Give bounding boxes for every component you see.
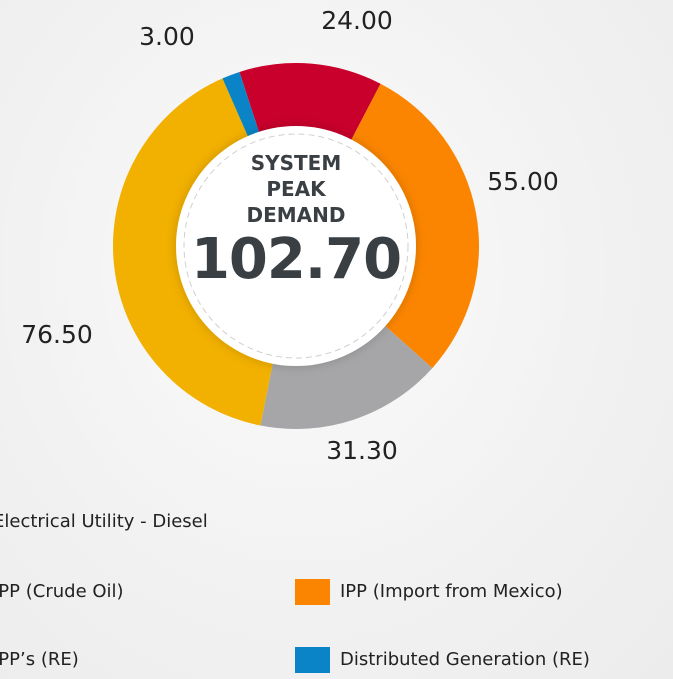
center-text: SYSTEM PEAK DEMAND 102.70 — [186, 150, 406, 292]
center-label: SYSTEM PEAK DEMAND — [246, 151, 346, 227]
value-labels: 24.00 55.00 31.30 76.50 3.00 — [21, 6, 559, 465]
value-label: 31.30 — [326, 436, 398, 465]
inner-circle — [176, 126, 416, 366]
legend-label: IPP’s (RE) — [0, 649, 79, 670]
donut-segment — [222, 71, 263, 146]
donut-segment — [239, 63, 381, 149]
value-label: 55.00 — [487, 167, 559, 196]
center-value: 102.70 — [190, 227, 402, 292]
legend-label: IPP (Import from Mexico) — [340, 581, 563, 602]
legend: Electrical Utility - Diesel IPP (Crude Oi… — [0, 511, 590, 673]
donut-segment — [260, 319, 433, 429]
inner-ring — [183, 133, 409, 359]
legend-swatch — [295, 647, 330, 673]
legend-label: Distributed Generation (RE) — [340, 649, 590, 670]
legend-swatch — [295, 579, 330, 605]
value-label: 76.50 — [21, 320, 93, 349]
value-label: 3.00 — [139, 22, 195, 51]
value-label: 24.00 — [321, 6, 393, 35]
legend-label: IPP (Crude Oil) — [0, 581, 124, 602]
legend-label: Electrical Utility - Diesel — [0, 511, 208, 532]
